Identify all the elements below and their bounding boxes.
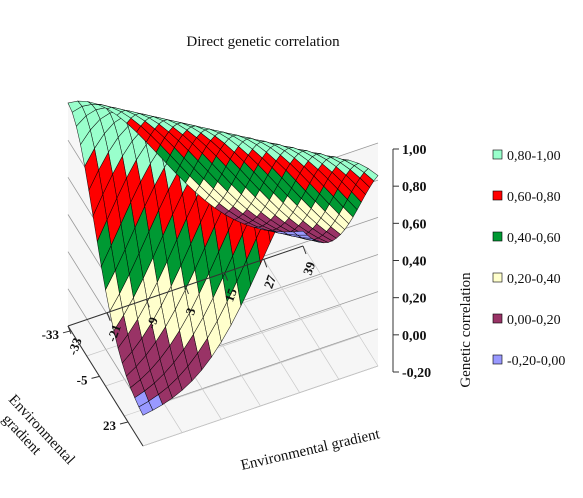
y-tick: [119, 421, 129, 425]
y-axis-line: [67, 325, 144, 447]
chart-title: Direct genetic correlation: [186, 34, 340, 50]
floor-gridline: [142, 365, 379, 447]
legend-label: 0,20-0,40: [507, 272, 561, 287]
x-tick-label: -21: [104, 322, 124, 343]
z-axis-label: Genetic correlation: [458, 272, 474, 388]
legend-label: 0,60-0,80: [507, 190, 561, 205]
z-tick-label: 0,60: [402, 217, 427, 232]
y-tick: [62, 330, 72, 334]
legend-label: 0,40-0,60: [507, 231, 561, 246]
legend-item: 0,00-0,20: [492, 313, 561, 328]
x-tick-label: 3: [182, 305, 198, 317]
x-tick: [224, 272, 229, 281]
legend-swatch: [492, 354, 503, 365]
legend-swatch: [492, 272, 503, 283]
x-tick-label: -33: [65, 335, 85, 357]
x-tick: [145, 299, 150, 308]
legend-swatch: [492, 190, 503, 201]
wall-gridline: [142, 328, 379, 410]
y-tick-label: -5: [77, 372, 88, 387]
y-axis-label: Environmentalgradient: [0, 392, 78, 480]
legend-item: 0,60-0,80: [492, 190, 561, 205]
legend-item: 0,20-0,40: [492, 272, 561, 287]
x-tick: [302, 245, 307, 255]
x-tick-label: 15: [221, 286, 240, 304]
legend-label: 0,80-1,00: [507, 149, 561, 164]
legend-swatch: [492, 149, 503, 160]
legend-swatch: [492, 313, 503, 324]
x-tick: [185, 285, 189, 295]
z-tick-label: 0,80: [402, 180, 427, 195]
x-tick: [106, 312, 111, 321]
y-tick: [91, 375, 100, 379]
surface-patch: [67, 100, 83, 113]
x-tick-label: 27: [261, 273, 280, 291]
axes: 1,000,800,600,400,200,00-0,20-33-21 -9315…: [42, 143, 431, 447]
legend-item: 0,40-0,60: [492, 231, 561, 246]
x-axis-label: Environmental gradient: [239, 426, 382, 474]
legend-item: -0,20-0,00: [492, 354, 565, 369]
legend-swatch: [492, 231, 503, 242]
surface: [67, 100, 379, 416]
legend-label: 0,00-0,20: [507, 313, 561, 328]
y-tick-label: 23: [103, 418, 117, 433]
z-tick-label: 0,20: [402, 292, 427, 307]
legend-item: 0,80-1,00: [492, 149, 561, 164]
z-tick-label: 0,00: [402, 329, 427, 344]
z-tick-label: 1,00: [402, 143, 427, 158]
legend-label: -0,20-0,00: [507, 354, 565, 369]
x-tick: [263, 259, 268, 268]
y-axis-label-group: Environmentalgradient: [0, 392, 78, 480]
wall-gridline: [67, 288, 144, 410]
y-tick-label: -33: [42, 327, 60, 342]
z-tick-label: 0,40: [402, 255, 427, 270]
legend: 0,80-1,00 0,60-0,80 0,40-0,60 0,20-0,40 0,00…: [492, 149, 565, 369]
x-tick-label: 39: [300, 259, 319, 277]
z-tick-label: -0,20: [402, 366, 431, 381]
